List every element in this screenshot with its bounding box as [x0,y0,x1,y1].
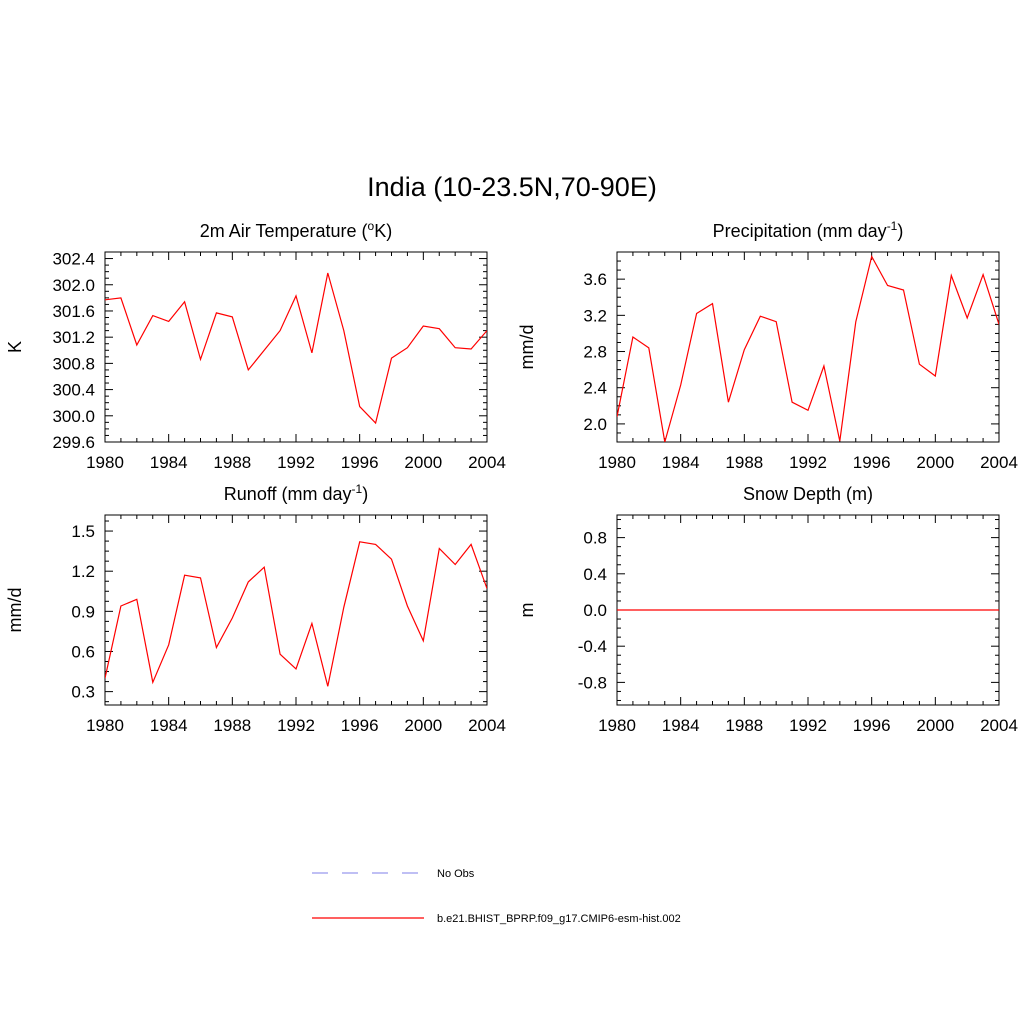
y-tick-label: 301.6 [52,302,95,321]
y-tick-label: 2.8 [583,343,607,362]
y-tick-label: -0.8 [578,673,607,692]
x-tick-label: 1992 [277,453,315,472]
y-tick-label: 1.5 [71,522,95,541]
y-tick-label: 300.0 [52,407,95,426]
y-tick-label: 0.0 [583,601,607,620]
y-axis-label: mm/d [517,325,537,370]
plot-frame [104,514,488,706]
x-tick-label: 2000 [916,716,954,735]
x-tick-label: 1988 [213,716,251,735]
y-tick-label: 0.4 [583,565,607,584]
plot-frame [104,251,488,443]
x-tick-label: 1996 [341,453,379,472]
y-axis-label: mm/d [5,588,25,633]
x-tick-label: 2004 [980,453,1018,472]
panel-title: Snow Depth (m) [743,484,873,504]
y-axis-label: K [5,341,25,353]
y-tick-label: 2.0 [583,415,607,434]
panel-title: Precipitation (mm day-1) [713,219,904,241]
panel-title-text: Snow Depth (m) [743,484,873,504]
x-tick-label: 1980 [86,453,124,472]
y-tick-label: 3.2 [583,306,607,325]
panels: 2m Air Temperature (oK) K 1980 1984 1988 1992… [5,219,1018,735]
y-tick-label: 300.4 [52,381,95,400]
x-tick-label: 1992 [789,716,827,735]
figure-title: India (10-23.5N,70-90E) [367,172,657,202]
panel-4: Snow Depth (m) m 1980 1984 1988 1992 1996 2000 2… [517,484,1018,735]
x-tick-label: 1988 [725,453,763,472]
y-tick-label: 1.2 [71,562,95,581]
x-tick-label: 1980 [598,453,636,472]
plot-frame [616,251,1000,443]
y-tick-label: 301.2 [52,328,95,347]
y-tick-label: 302.4 [52,250,95,269]
y-tick-label: 0.8 [583,529,607,548]
panel-title-tail: K) [374,221,392,241]
x-tick-label: 2000 [404,453,442,472]
x-tick-label: 1984 [150,716,188,735]
x-tick-label: 2004 [980,716,1018,735]
panel-title-superscript: -1 [887,219,898,233]
y-axis-label: m [517,603,537,618]
panel-title-tail: ) [362,484,368,504]
x-tick-label: 1996 [853,453,891,472]
x-tick-label: 1984 [150,453,188,472]
y-tick-label: 302.0 [52,276,95,295]
x-tick-label: 1984 [662,453,700,472]
x-tick-label: 1980 [86,716,124,735]
x-tick-label: 2000 [404,716,442,735]
y-tick-label: 299.6 [52,433,95,452]
x-tick-label: 2000 [916,453,954,472]
x-tick-label: 1992 [789,453,827,472]
series-line-1 [617,254,999,442]
x-tick-label: 2004 [468,453,506,472]
panel-title-tail: ) [897,221,903,241]
legend-label-2: b.e21.BHIST_BPRP.f09_g17.CMIP6-esm-hist.… [437,913,681,925]
y-tick-label: 2.4 [583,379,607,398]
x-tick-label: 2004 [468,716,506,735]
y-tick-label: 0.9 [71,602,95,621]
panel-title: Runoff (mm day-1) [224,482,368,504]
x-tick-label: 1996 [853,716,891,735]
panel-title: 2m Air Temperature (oK) [200,219,392,241]
panel-title-text: Runoff (mm day [224,484,352,504]
legend: No Obs b.e21.BHIST_BPRP.f09_g17.CMIP6-esm… [312,868,681,925]
x-tick-label: 1992 [277,716,315,735]
series-line-1 [105,541,487,687]
panel-title-superscript: -1 [352,482,363,496]
x-tick-label: 1984 [662,716,700,735]
y-tick-label: 0.3 [71,683,95,702]
x-tick-label: 1988 [213,453,251,472]
x-tick-label: 1980 [598,716,636,735]
y-tick-label: -0.4 [578,637,607,656]
panel-title-superscript: o [368,219,375,233]
panel-title-text: Precipitation (mm day [713,221,887,241]
x-tick-label: 1988 [725,716,763,735]
x-tick-label: 1996 [341,716,379,735]
series-line-1 [105,272,487,425]
panel-2: Precipitation (mm day-1) mm/d 1980 1984 1988… [517,219,1018,472]
panel-1: 2m Air Temperature (oK) K 1980 1984 1988 1992… [5,219,506,472]
y-tick-label: 3.6 [583,270,607,289]
legend-label-1: No Obs [437,868,475,880]
panel-3: Runoff (mm day-1) mm/d 1980 1984 1988 1992 199… [5,482,506,735]
y-tick-label: 300.8 [52,354,95,373]
panel-title-text: 2m Air Temperature ( [200,221,368,241]
y-tick-label: 0.6 [71,642,95,661]
